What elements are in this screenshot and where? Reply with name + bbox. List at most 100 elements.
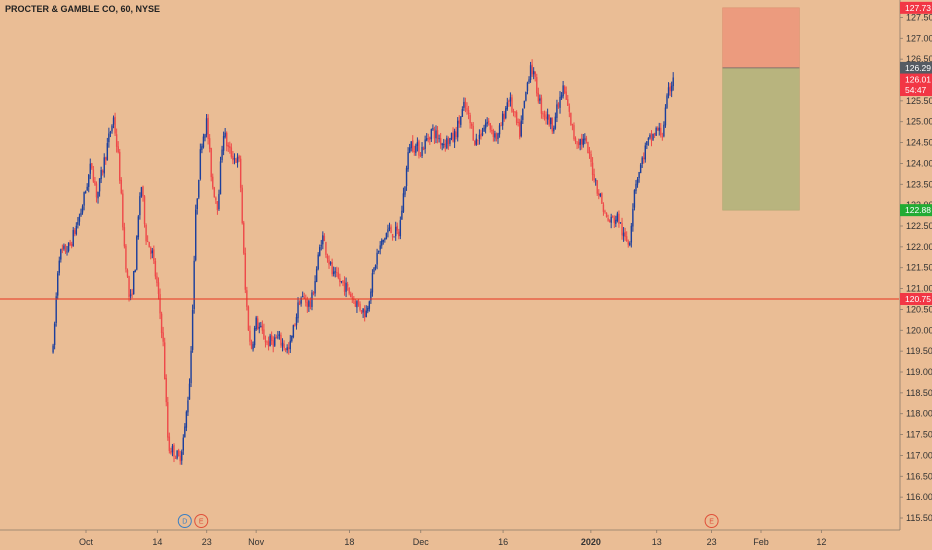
candle-body [81, 206, 84, 213]
candle-body [577, 142, 580, 146]
price-tick-label: 118.50 [906, 388, 932, 398]
candle-body [477, 139, 479, 141]
candle-body [621, 223, 623, 236]
event-circle [194, 514, 209, 528]
candle-body [660, 127, 662, 136]
short-position-box[interactable] [722, 7, 800, 211]
candle-body [636, 179, 639, 185]
candle-body [418, 141, 420, 156]
candle-body [421, 146, 423, 156]
candle-body [114, 116, 116, 134]
candle-body [582, 138, 584, 146]
candle-body [491, 130, 493, 132]
candle-body [184, 426, 186, 438]
candle-body [385, 233, 388, 240]
candle-body [371, 273, 374, 293]
candle-body [134, 269, 136, 273]
candle-body [505, 108, 507, 119]
candle-body [624, 231, 626, 238]
candle-body [587, 142, 589, 154]
candle-body [270, 335, 273, 341]
candle-body [292, 325, 295, 337]
candle-body [150, 247, 152, 254]
candle-body [323, 235, 326, 242]
candle-body [95, 183, 98, 198]
candle-body [672, 77, 674, 87]
candle-body [402, 193, 405, 212]
candlestick-series [52, 59, 674, 465]
price-tag-bg [900, 61, 932, 74]
candle-body [404, 186, 406, 195]
candle-body [332, 271, 335, 275]
candle-body [140, 187, 143, 197]
stop-loss-zone[interactable] [722, 7, 800, 69]
candle-body [115, 134, 118, 147]
candle-body [374, 265, 377, 269]
candle-body [644, 145, 646, 160]
candle-body [157, 282, 160, 294]
candle-body [666, 95, 668, 108]
candle-body [602, 204, 605, 212]
candle-body [340, 281, 343, 282]
candle-body [142, 186, 144, 197]
candle-body [122, 193, 124, 228]
candle-body [447, 139, 450, 145]
candle-body [244, 253, 247, 290]
candle-body [348, 287, 350, 294]
earnings-marker[interactable]: E [194, 514, 209, 528]
candle-body [439, 138, 442, 145]
candle-body [560, 95, 563, 98]
candle-body [159, 294, 161, 314]
candle-body [61, 248, 64, 250]
candle-body [605, 212, 608, 217]
candle-body [670, 85, 673, 92]
profit-target-zone[interactable] [722, 67, 800, 211]
candle-body [60, 249, 62, 260]
dividend-marker[interactable]: D [177, 514, 192, 528]
candle-body [466, 107, 468, 111]
price-tick-label: 120.00 [906, 325, 932, 335]
candle-body [224, 132, 226, 137]
time-tick-label: 23 [707, 537, 717, 547]
candle-body [562, 85, 564, 97]
candle-body [281, 342, 284, 347]
candle-body [260, 325, 262, 327]
candle-body [317, 254, 319, 270]
candle-body [312, 292, 315, 295]
candle-body [461, 109, 464, 117]
candle-body [173, 444, 175, 457]
candle-body [412, 140, 414, 152]
candle-body [570, 112, 572, 125]
candle-body [289, 340, 291, 350]
candle-body [305, 299, 307, 303]
candle-body [664, 107, 667, 126]
candle-body [207, 117, 209, 139]
candle-body [489, 123, 491, 130]
candle-body [176, 450, 178, 459]
candle-body [393, 236, 395, 238]
time-tick-label: 23 [202, 537, 212, 547]
candle-body [250, 341, 253, 349]
time-tick-label: Nov [248, 537, 265, 547]
time-axis[interactable]: Oct 14 23 Nov 18 Dec 16 2020 13 23 Feb 12 [0, 529, 900, 547]
candle-body [218, 194, 220, 210]
candle-body [581, 138, 583, 145]
earnings-marker[interactable]: E [704, 514, 719, 528]
candle-body [353, 299, 355, 301]
candle-body [288, 347, 290, 350]
candle-body [202, 136, 205, 148]
candle-body [52, 345, 54, 353]
candle-body [598, 193, 600, 196]
candle-body [669, 86, 671, 92]
candle-body [55, 296, 57, 323]
candle-body [413, 150, 415, 153]
candle-body [410, 141, 412, 149]
candle-body [272, 340, 274, 347]
candle-body [480, 133, 482, 137]
candle-body [399, 220, 402, 237]
candle-body [430, 129, 433, 140]
candle-body [649, 134, 651, 138]
price-tick-label: 127.00 [906, 33, 932, 43]
